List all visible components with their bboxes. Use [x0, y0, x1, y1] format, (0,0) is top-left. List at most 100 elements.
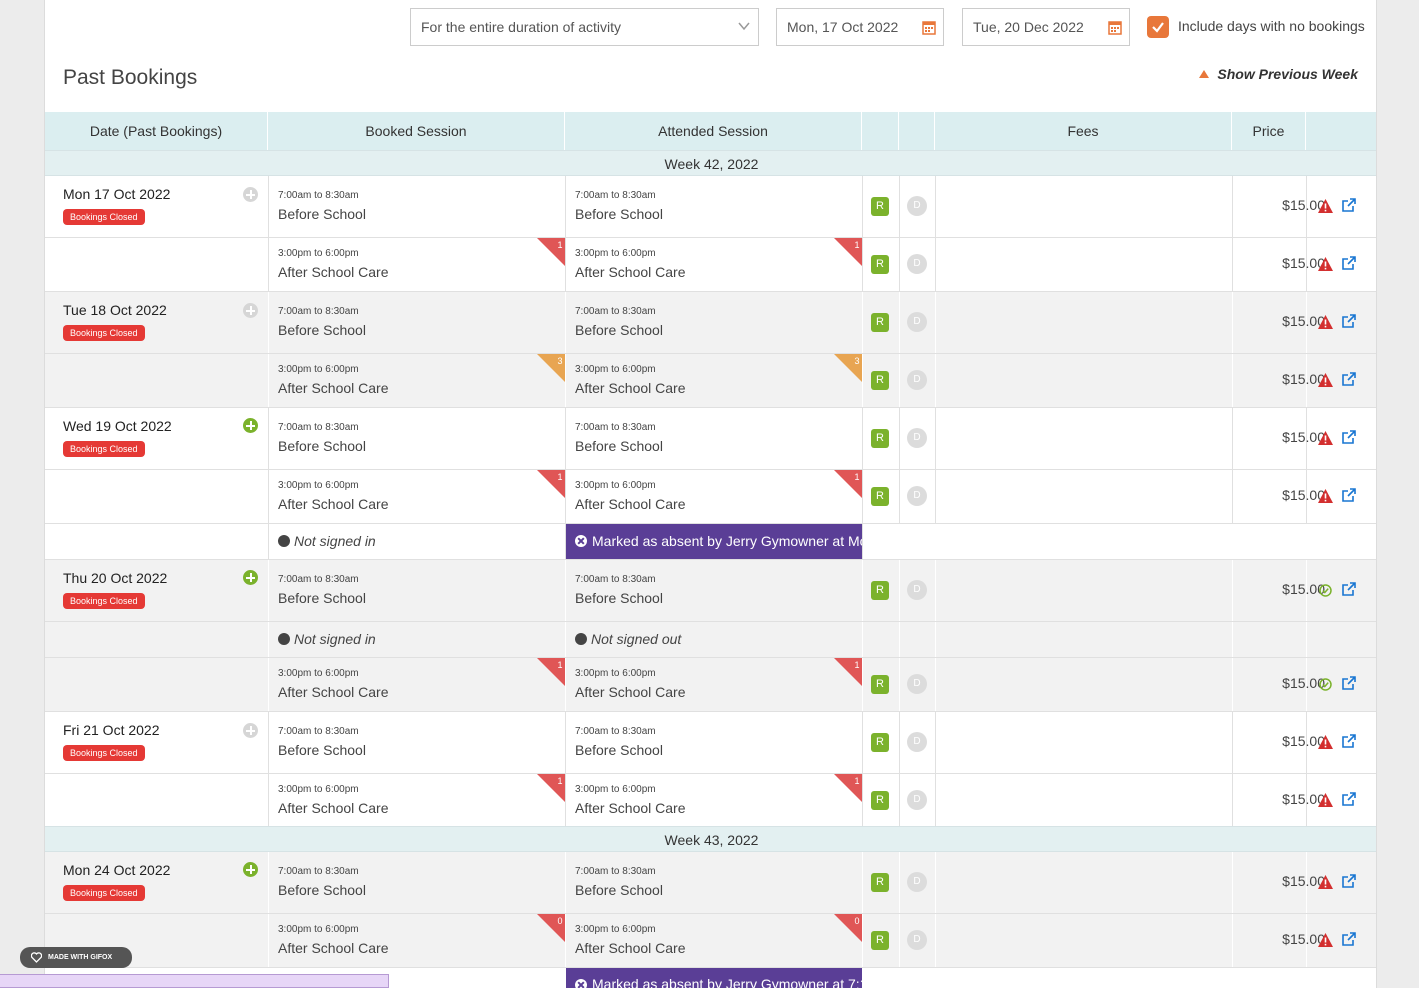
col-price[interactable]: Price [1232, 112, 1306, 150]
row-date: Thu 20 Oct 2022 [63, 570, 168, 586]
d-badge[interactable]: D [907, 196, 927, 216]
calendar-icon[interactable] [1108, 19, 1122, 35]
not-signed-out-label: Not signed out [591, 631, 682, 647]
count-corner [834, 774, 862, 802]
attended-time: 7:00am to 8:30am [575, 574, 656, 585]
price: $15.00 [1282, 429, 1325, 445]
attended-time: 7:00am to 8:30am [575, 422, 656, 433]
price: $15.00 [1282, 733, 1325, 749]
price: $15.00 [1282, 255, 1325, 271]
table-row: 3:00pm to 6:00pm After School Care 1 3:0… [45, 774, 1376, 828]
add-session-icon[interactable] [243, 418, 258, 433]
external-link-icon[interactable] [1342, 582, 1356, 596]
d-badge[interactable]: D [907, 790, 927, 810]
r-badge[interactable]: R [871, 873, 889, 892]
absent-banner[interactable]: Marked as absent by Jerry Gymowner at Mo [566, 524, 862, 559]
add-session-icon[interactable] [243, 862, 258, 877]
external-link-icon[interactable] [1342, 932, 1356, 946]
d-badge[interactable]: D [907, 370, 927, 390]
count-corner [834, 470, 862, 498]
d-badge[interactable]: D [907, 486, 927, 506]
attended-session: Before School [575, 322, 663, 338]
r-badge[interactable]: R [871, 197, 889, 216]
external-link-icon[interactable] [1342, 372, 1356, 386]
col-attended[interactable]: Attended Session [565, 112, 862, 150]
warning-icon[interactable] [1318, 373, 1333, 387]
calendar-icon[interactable] [922, 19, 936, 35]
table-row: 3:00pm to 6:00pm After School Care 1 3:0… [45, 238, 1376, 292]
booked-time: 7:00am to 8:30am [278, 422, 359, 433]
warning-icon[interactable] [1318, 315, 1333, 329]
count-corner [537, 238, 565, 266]
r-badge[interactable]: R [871, 581, 889, 600]
add-session-icon[interactable] [243, 187, 258, 202]
r-badge[interactable]: R [871, 371, 889, 390]
arrow-up-circle-icon [575, 633, 587, 645]
warning-icon[interactable] [1318, 199, 1333, 213]
warning-icon[interactable] [1318, 489, 1333, 503]
external-link-icon[interactable] [1342, 676, 1356, 690]
r-badge[interactable]: R [871, 313, 889, 332]
d-badge[interactable]: D [907, 674, 927, 694]
warning-icon[interactable] [1318, 793, 1333, 807]
bookings-closed-badge: Bookings Closed [63, 885, 145, 901]
booked-session: Before School [278, 590, 366, 606]
show-previous-week-link[interactable]: Show Previous Week [1199, 66, 1358, 82]
warning-icon[interactable] [1318, 431, 1333, 445]
d-badge[interactable]: D [907, 732, 927, 752]
d-badge[interactable]: D [907, 428, 927, 448]
d-badge[interactable]: D [907, 580, 927, 600]
week-header: Week 43, 2022 [45, 826, 1376, 852]
booked-time: 7:00am to 8:30am [278, 866, 359, 877]
duration-select[interactable]: For the entire duration of activity [410, 8, 759, 46]
warning-icon[interactable] [1318, 933, 1333, 947]
warning-icon[interactable] [1318, 735, 1333, 749]
external-link-icon[interactable] [1342, 256, 1356, 270]
start-date-input[interactable]: Mon, 17 Oct 2022 [776, 8, 944, 46]
r-badge[interactable]: R [871, 429, 889, 448]
d-badge[interactable]: D [907, 872, 927, 892]
r-badge[interactable]: R [871, 487, 889, 506]
r-badge[interactable]: R [871, 255, 889, 274]
external-link-icon[interactable] [1342, 198, 1356, 212]
check-circle-icon[interactable] [1319, 678, 1332, 691]
col-date[interactable]: Date (Past Bookings) [45, 112, 268, 150]
external-link-icon[interactable] [1342, 734, 1356, 748]
d-badge[interactable]: D [907, 312, 927, 332]
external-link-icon[interactable] [1342, 792, 1356, 806]
attended-time: 3:00pm to 6:00pm [575, 924, 656, 935]
r-badge[interactable]: R [871, 733, 889, 752]
end-date-input[interactable]: Tue, 20 Dec 2022 [962, 8, 1130, 46]
absent-banner[interactable]: Marked as absent by Jerry Gymowner at 7:… [566, 968, 862, 988]
r-badge[interactable]: R [871, 675, 889, 694]
attended-time: 3:00pm to 6:00pm [575, 668, 656, 679]
col-fees[interactable]: Fees [935, 112, 1232, 150]
d-badge[interactable]: D [907, 930, 927, 950]
booked-time: 7:00am to 8:30am [278, 190, 359, 201]
row-date: Mon 17 Oct 2022 [63, 186, 171, 202]
external-link-icon[interactable] [1342, 314, 1356, 328]
warning-icon[interactable] [1318, 257, 1333, 271]
check-circle-icon[interactable] [1319, 584, 1332, 597]
include-days-checkbox[interactable] [1147, 16, 1169, 38]
close-circle-icon [575, 979, 587, 988]
external-link-icon[interactable] [1342, 430, 1356, 444]
add-session-icon[interactable] [243, 723, 258, 738]
attended-session: After School Care [575, 496, 686, 512]
attended-time: 3:00pm to 6:00pm [575, 784, 656, 795]
count-corner [537, 470, 565, 498]
r-badge[interactable]: R [871, 791, 889, 810]
bookings-panel: For the entire duration of activity Mon,… [44, 0, 1377, 988]
col-booked[interactable]: Booked Session [268, 112, 565, 150]
attended-time: 7:00am to 8:30am [575, 726, 656, 737]
external-link-icon[interactable] [1342, 874, 1356, 888]
price: $15.00 [1282, 791, 1325, 807]
warning-icon[interactable] [1318, 875, 1333, 889]
arrow-up-icon [1199, 70, 1210, 78]
external-link-icon[interactable] [1342, 488, 1356, 502]
r-badge[interactable]: R [871, 931, 889, 950]
add-session-icon[interactable] [243, 570, 258, 585]
d-badge[interactable]: D [907, 254, 927, 274]
end-date-value: Tue, 20 Dec 2022 [973, 19, 1084, 35]
add-session-icon[interactable] [243, 303, 258, 318]
